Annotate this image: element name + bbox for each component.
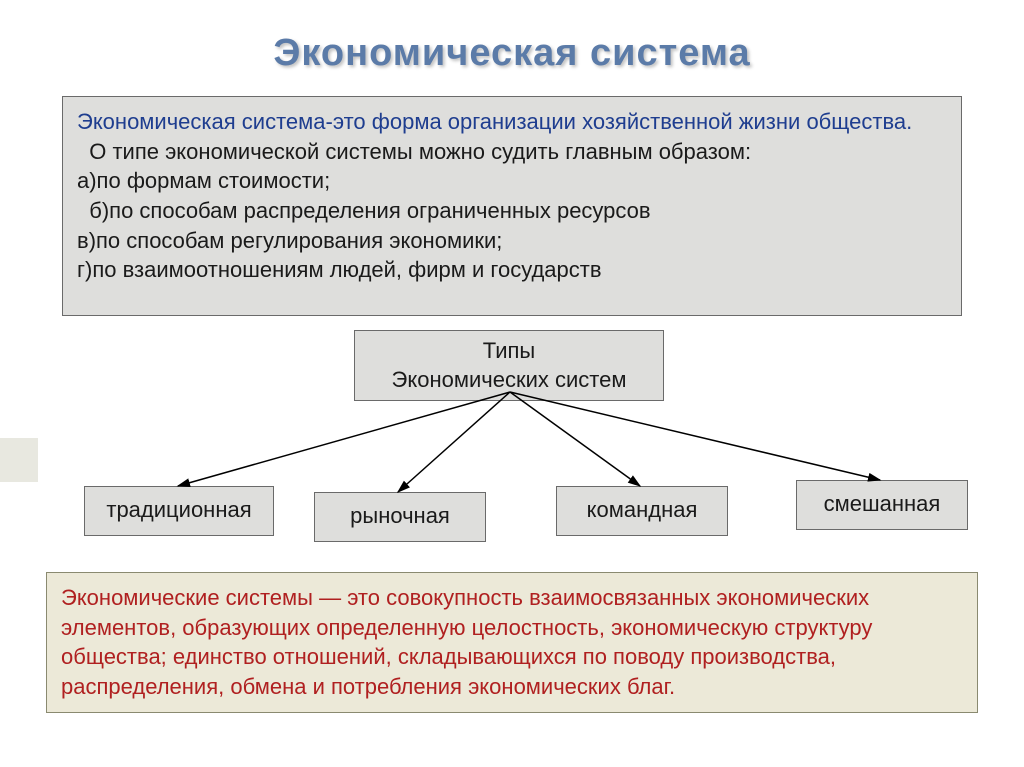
types-line1: Типы — [373, 337, 645, 366]
type-leaf-label: смешанная — [824, 491, 941, 516]
definition-box: Экономическая система-это форма организа… — [62, 96, 962, 316]
type-leaf-label: командная — [587, 497, 698, 522]
definition-body: О типе экономической системы можно судит… — [77, 137, 947, 285]
arrow-2 — [510, 392, 640, 486]
type-leaf-label: рыночная — [350, 503, 450, 528]
type-leaf-0: традиционная — [84, 486, 274, 536]
type-leaf-2: командная — [556, 486, 728, 536]
type-leaf-label: традиционная — [106, 497, 251, 522]
arrow-3 — [510, 392, 880, 480]
footer-definition-box: Экономические системы — это совокупность… — [46, 572, 978, 713]
slide-title: Экономическая система — [0, 0, 1024, 75]
arrow-1 — [398, 392, 510, 492]
types-line2: Экономических систем — [373, 366, 645, 395]
arrow-0 — [178, 392, 510, 486]
types-root-box: Типы Экономических систем — [354, 330, 664, 401]
type-leaf-1: рыночная — [314, 492, 486, 542]
side-accent-bar — [0, 438, 38, 482]
type-leaf-3: смешанная — [796, 480, 968, 530]
definition-highlight: Экономическая система-это форма организа… — [77, 109, 912, 134]
